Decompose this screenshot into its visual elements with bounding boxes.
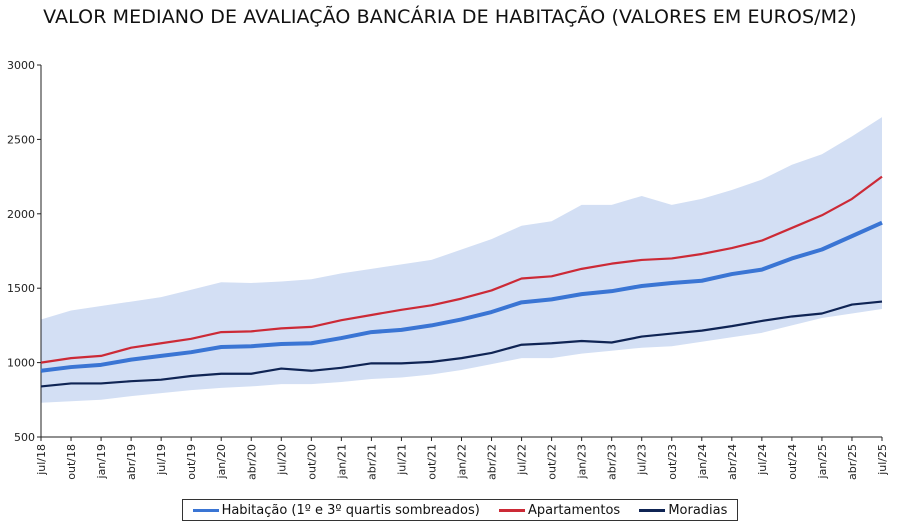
series-line-moradias: [40, 300, 883, 388]
series-line-apartamentos: [40, 175, 883, 364]
x-tick-label: jul/24: [756, 444, 769, 476]
x-tick-label: jan/23: [576, 444, 589, 479]
x-tick-label: abr/24: [726, 444, 739, 480]
x-tick-label: jul/22: [516, 444, 529, 476]
x-tick-label: jan/21: [335, 444, 348, 479]
x-tick-label: out/18: [65, 444, 78, 480]
legend-swatch: [192, 508, 219, 512]
x-tick-label: jul/20: [275, 444, 288, 476]
legend-swatch: [639, 508, 666, 512]
legend-swatch: [498, 508, 525, 512]
x-tick-label: jul/23: [636, 444, 649, 476]
y-tick-label: 500: [14, 431, 35, 444]
x-tick-label: abr/25: [846, 444, 859, 480]
quartile-band: [41, 117, 882, 403]
x-tick-label: abr/20: [245, 444, 258, 480]
x-tick-label: out/22: [546, 444, 559, 480]
y-tick-label: 2500: [7, 133, 35, 146]
legend-item-apartamentos: Apartamentos: [498, 502, 621, 518]
x-tick-label: out/24: [786, 444, 799, 480]
x-tick-label: jul/21: [395, 444, 408, 476]
x-tick-label: out/19: [185, 444, 198, 480]
legend: Habitação (1º e 3º quartis sombreados) A…: [182, 499, 738, 521]
x-tick-label: jan/19: [95, 444, 108, 479]
x-tick-label: abr/19: [125, 444, 138, 480]
x-tick-label: jan/25: [816, 444, 829, 479]
x-tick-label: jul/19: [155, 444, 168, 476]
x-tick-label: out/21: [425, 444, 438, 480]
y-tick-label: 1000: [7, 357, 35, 370]
x-tick-label: abr/21: [365, 444, 378, 480]
legend-item-habitacao: Habitação (1º e 3º quartis sombreados): [192, 502, 480, 518]
legend-label: Habitação (1º e 3º quartis sombreados): [221, 502, 480, 518]
x-tick-label: out/20: [305, 444, 318, 480]
x-tick-label: out/23: [666, 444, 679, 480]
x-tick-label: jul/18: [35, 444, 48, 476]
y-tick-label: 1500: [7, 282, 35, 295]
y-tick-label: 3000: [7, 59, 35, 72]
x-tick-label: jul/25: [876, 444, 889, 476]
chart-plot: 500 1000 1500 2000 2500 3000 jul/18 out/18 jan/1…: [7, 59, 889, 480]
x-tick-label: jan/20: [215, 444, 228, 479]
x-tick-label: abr/23: [606, 444, 619, 480]
legend-label: Moradias: [668, 502, 728, 518]
chart-title: VALOR MEDIANO DE AVALIAÇÃO BANCÁRIA DE H…: [43, 6, 857, 28]
legend-item-moradias: Moradias: [639, 503, 727, 518]
x-tick-label: abr/22: [486, 444, 499, 480]
x-tick-label: jan/22: [456, 444, 469, 479]
series-line-habitacao: [40, 220, 883, 373]
y-tick-label: 2000: [7, 208, 35, 221]
x-tick-label: jan/24: [696, 444, 709, 479]
legend-label: Apartamentos: [527, 502, 621, 518]
